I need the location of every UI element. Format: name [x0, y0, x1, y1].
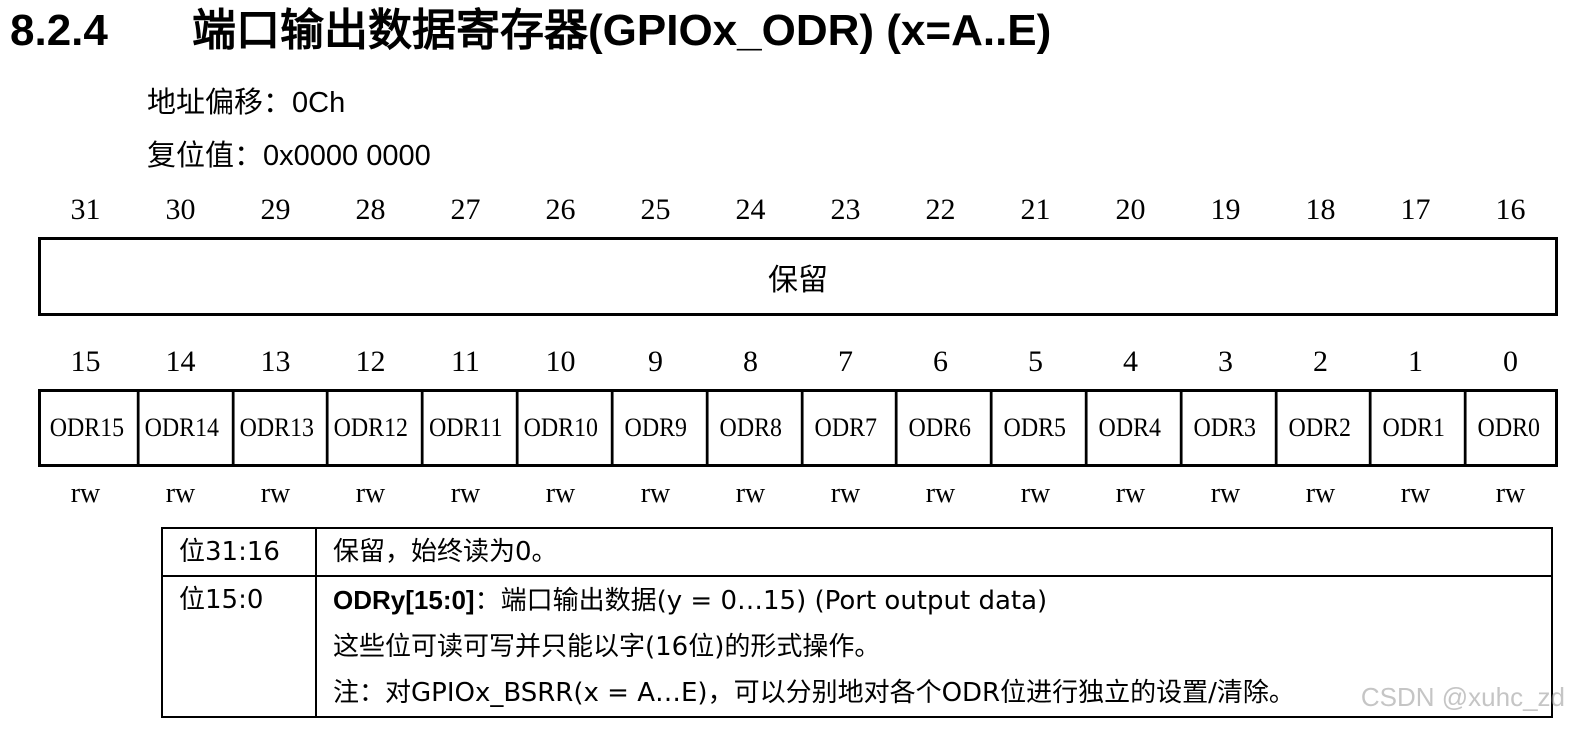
field-cell: ODR6 [895, 392, 982, 464]
bit-range-cell: 位31:16 [161, 527, 317, 577]
access-type: rw [1400, 478, 1431, 509]
bit-number: 11 [451, 345, 480, 378]
bit-number: 3 [1218, 345, 1233, 378]
register-title: 端口输出数据寄存器(GPIOx_ODR) (x=A..E) [192, 6, 1052, 55]
bit-number: 28 [355, 193, 386, 226]
bit-number: 30 [165, 193, 196, 226]
access-type: rw [1020, 478, 1051, 509]
description-cell: ODRy[15:0]：端口输出数据(y = 0…15) (Port output… [315, 575, 1553, 718]
address-offset: 地址偏移：0Ch [147, 82, 345, 123]
field-summary: ：端口输出数据(y = 0…15) (Port output data) [474, 586, 1048, 616]
section-number: 8.2.4 [10, 6, 108, 55]
bit-range-cell: 位15:0 [161, 575, 317, 718]
bit-number: 4 [1123, 345, 1138, 378]
bit-number: 17 [1400, 193, 1431, 226]
access-type: rw [830, 478, 861, 509]
bit-number: 29 [260, 193, 291, 226]
access-type: rw [260, 478, 291, 509]
field-cell: ODR5 [989, 392, 1077, 464]
bit-number: 18 [1305, 193, 1336, 226]
field-description-line: ODRy[15:0]：端口输出数据(y = 0…15) (Port output… [333, 577, 1535, 624]
bit-number: 22 [925, 193, 956, 226]
bit-number: 27 [450, 193, 481, 226]
access-types: rw rw rw rw rw rw rw rw rw rw rw rw rw r… [38, 478, 1558, 510]
bit-number: 21 [1020, 193, 1051, 226]
field-cell: ODR9 [610, 392, 698, 464]
access-note: 这些位可读可写并只能以字(16位)的形式操作。 [333, 632, 881, 662]
field-cell: ODR10 [515, 392, 603, 464]
description-cell: 保留，始终读为0。 [315, 527, 1553, 577]
bit-number: 6 [933, 345, 948, 378]
offset-label: 地址偏移： [147, 85, 293, 119]
reserved-label: 保留 [768, 262, 828, 298]
reset-value: 复位值：0x0000 0000 [147, 135, 431, 176]
field-cell: ODR3 [1179, 392, 1267, 464]
bit-number: 12 [355, 345, 386, 378]
field-cell: ODR2 [1274, 392, 1361, 464]
bit-number: 25 [640, 193, 671, 226]
field-cell: ODR11 [421, 392, 508, 464]
access-type: rw [1305, 478, 1336, 509]
bsrr-note: 注：对GPIOx_BSRR(x = A…E)，可以分别地对各个ODR位进行独立的… [333, 678, 1295, 708]
bit-number: 16 [1495, 193, 1526, 226]
access-type: rw [450, 478, 481, 509]
bit-number: 7 [838, 345, 853, 378]
bit-description-table: 位31:16 保留，始终读为0。 位15:0 ODRy[15:0]：端口输出数据… [161, 527, 1553, 718]
access-type: rw [735, 478, 766, 509]
table-row: 位31:16 保留，始终读为0。 [161, 527, 1553, 577]
upper-bit-numbers: 31 30 29 28 27 26 25 24 23 22 21 20 19 1… [38, 193, 1558, 227]
bit-number: 2 [1313, 345, 1328, 378]
bit-number: 8 [743, 345, 758, 378]
bit-number: 20 [1115, 193, 1146, 226]
watermark: CSDN @xuhc_zd [1360, 682, 1565, 712]
bit-number: 31 [70, 193, 101, 226]
bit-number: 13 [260, 345, 291, 378]
access-type: rw [165, 478, 196, 509]
reserved-field: 保留 [38, 237, 1558, 316]
field-cell: ODR15 [49, 413, 125, 442]
bit-number: 23 [830, 193, 861, 226]
bit-number: 0 [1503, 345, 1518, 378]
bit-number: 10 [545, 345, 576, 378]
access-type: rw [545, 478, 576, 509]
field-cell: ODR13 [231, 392, 318, 464]
field-cell: ODR4 [1084, 392, 1172, 464]
field-cell: ODR14 [136, 392, 224, 464]
access-type: rw [355, 478, 386, 509]
access-type: rw [70, 478, 101, 509]
field-name: ODRy[15:0] [333, 585, 475, 615]
bit-number: 19 [1210, 193, 1241, 226]
bit-number: 15 [70, 345, 101, 378]
section-title: 8.2.4 端口输出数据寄存器(GPIOx_ODR) (x=A..E) [10, 2, 1051, 60]
access-type: rw [640, 478, 671, 509]
bit-number: 14 [165, 345, 196, 378]
reset-label: 复位值： [147, 138, 264, 172]
access-type: rw [1210, 478, 1241, 509]
bit-number: 1 [1408, 345, 1423, 378]
table-row: 位15:0 ODRy[15:0]：端口输出数据(y = 0…15) (Port … [161, 575, 1553, 718]
bit-number: 24 [735, 193, 766, 226]
offset-value: 0Ch [292, 87, 346, 119]
field-cell: ODR12 [326, 392, 413, 464]
field-cell: ODR0 [1463, 392, 1551, 464]
bit-number: 5 [1028, 345, 1043, 378]
bit-number: 9 [648, 345, 663, 378]
bit-number: 26 [545, 193, 576, 226]
access-type: rw [1495, 478, 1526, 509]
field-cell: ODR7 [800, 392, 887, 464]
access-type: rw [1115, 478, 1146, 509]
field-cell: ODR8 [705, 392, 792, 464]
odr-fields: ODR15 ODR14 ODR13 ODR12 ODR11 ODR10 ODR9… [38, 389, 1558, 467]
access-type: rw [925, 478, 956, 509]
lower-bit-numbers: 15 14 13 12 11 10 9 8 7 6 5 4 3 2 1 0 [38, 345, 1558, 379]
reset-value-text: 0x0000 0000 [263, 140, 431, 172]
field-cell: ODR1 [1369, 392, 1456, 464]
